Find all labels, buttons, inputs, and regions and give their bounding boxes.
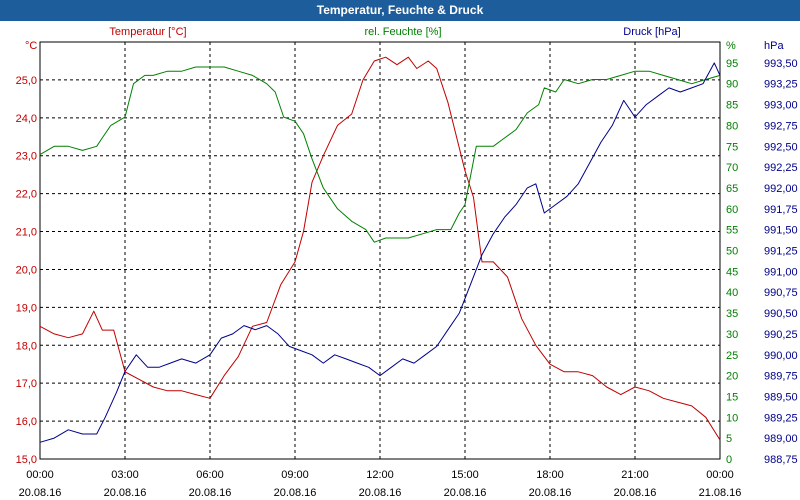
x-tick-time: 09:00 [281,469,309,481]
plot-area [39,41,721,460]
x-tick-date: 20.08.16 [274,487,317,499]
humidity-tick: 20 [726,371,738,383]
humidity-tick: 0 [726,454,732,466]
pressure-tick: 991,75 [764,204,798,216]
humidity-tick: 80 [726,120,738,132]
pressure-tick: 992,00 [764,183,798,195]
x-tick-date: 20.08.16 [444,487,487,499]
pressure-tick: 990,25 [764,329,798,341]
x-tick-time: 06:00 [196,469,224,481]
pressure-unit: hPa [764,40,784,52]
x-tick-date: 20.08.16 [189,487,232,499]
temperature-tick: 22,0 [16,189,37,201]
pressure-series-line [39,62,721,443]
pressure-tick: 993,50 [764,58,798,70]
temperature-tick: 18,0 [16,340,37,352]
humidity-tick: 50 [726,246,738,258]
pressure-tick: 991,50 [764,225,798,237]
x-tick-time: 00:00 [706,469,734,481]
pressure-tick: 992,50 [764,141,798,153]
x-tick-date: 20.08.16 [359,487,402,499]
humidity-tick: 15 [726,391,738,403]
pressure-tick: 990,50 [764,308,798,320]
humidity-tick: 35 [726,308,738,320]
x-tick-time: 00:00 [26,469,54,481]
x-tick-date: 20.08.16 [104,487,147,499]
x-tick-date: 20.08.16 [529,487,572,499]
temperature-tick: 20,0 [16,264,37,276]
chart-title: Temperatur, Feuchte & Druck [0,0,800,21]
humidity-series-line [39,66,721,243]
temperature-tick: 24,0 [16,113,37,125]
pressure-axis-label: Druck [hPa] [623,26,680,38]
axes: 00:00 20.08.16 03:00 20.08.16 06:00 20.08.16 0… [16,58,798,499]
humidity-tick: 95 [726,58,738,70]
humidity-unit: % [726,40,736,52]
temperature-tick: 15,0 [16,454,37,466]
humidity-tick: 5 [726,433,732,445]
humidity-tick: 60 [726,204,738,216]
humidity-tick: 55 [726,225,738,237]
pressure-tick: 990,75 [764,287,798,299]
pressure-tick: 989,25 [764,412,798,424]
temperature-tick: 25,0 [16,75,37,87]
humidity-tick: 10 [726,412,738,424]
x-tick-time: 21:00 [621,469,649,481]
temperature-tick: 19,0 [16,302,37,314]
x-tick-time: 12:00 [366,469,394,481]
pressure-tick: 993,00 [764,100,798,112]
pressure-tick: 989,75 [764,371,798,383]
x-tick-time: 15:00 [451,469,479,481]
grid-lines [40,42,720,459]
pressure-tick: 992,75 [764,120,798,132]
humidity-tick: 90 [726,79,738,91]
temperature-tick: 16,0 [16,416,37,428]
temperature-series-line [39,56,721,441]
humidity-axis-label: rel. Feuchte [%] [364,26,441,38]
x-tick-time: 18:00 [536,469,564,481]
pressure-tick: 989,00 [764,433,798,445]
humidity-tick: 75 [726,141,738,153]
temperature-unit: °C [25,40,37,52]
pressure-tick: 991,00 [764,266,798,278]
x-tick-time: 03:00 [111,469,139,481]
line-chart: 00:00 20.08.16 03:00 20.08.16 06:00 20.08.16 0… [16,26,798,499]
humidity-tick: 70 [726,162,738,174]
x-tick-date: 20.08.16 [614,487,657,499]
temperature-tick: 17,0 [16,378,37,390]
humidity-tick: 85 [726,100,738,112]
humidity-tick: 40 [726,287,738,299]
pressure-tick: 989,50 [764,391,798,403]
pressure-tick: 993,25 [764,79,798,91]
x-tick-date: 20.08.16 [19,487,62,499]
pressure-tick: 991,25 [764,246,798,258]
humidity-tick: 25 [726,350,738,362]
temperature-tick: 23,0 [16,151,37,163]
x-tick-date: 21.08.16 [699,487,742,499]
pressure-tick: 988,75 [764,454,798,466]
humidity-tick: 65 [726,183,738,195]
temperature-axis-label: Temperatur [°C] [109,26,186,38]
temperature-tick: 21,0 [16,227,37,239]
pressure-tick: 990,00 [764,350,798,362]
pressure-tick: 992,25 [764,162,798,174]
humidity-tick: 45 [726,266,738,278]
series-lines [39,56,721,443]
humidity-tick: 30 [726,329,738,341]
